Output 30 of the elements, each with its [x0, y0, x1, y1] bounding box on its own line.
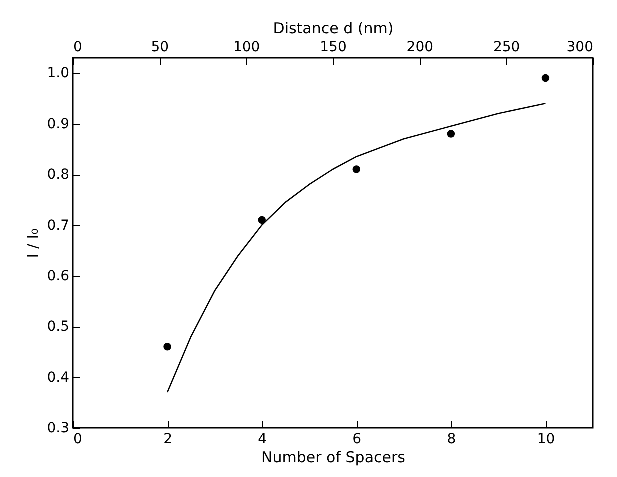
- point: [258, 216, 266, 224]
- point: [164, 343, 172, 351]
- x-tick-label: 10: [537, 432, 556, 448]
- x2-tick-label: 300: [566, 40, 594, 56]
- x2-tick-label: 200: [406, 40, 434, 56]
- y-tick-label: 0.6: [47, 268, 70, 284]
- point: [542, 74, 550, 82]
- x2-tick-label: 0: [74, 40, 82, 56]
- y-axis-title: I / I₀: [24, 228, 42, 258]
- y-tick-label: 0.5: [47, 319, 70, 336]
- y-tick-label: 0.3: [47, 420, 70, 436]
- y-tick-label: 0.8: [47, 167, 70, 184]
- point: [352, 166, 361, 174]
- x-axis-title: Number of Spacers: [262, 448, 406, 466]
- x-tick-label: 6: [352, 432, 362, 448]
- x-tick-label: 0: [74, 432, 82, 448]
- x-tick-label: 4: [258, 432, 268, 448]
- x-tick-label: 8: [447, 432, 456, 448]
- x2-axis-title: Distance d (nm): [273, 20, 394, 38]
- x2-tick-label: 250: [493, 40, 520, 56]
- line-series: [166, 102, 546, 394]
- x2-tick-label: 150: [320, 40, 347, 56]
- y-tick-label: 0.4: [47, 370, 70, 386]
- x-tick-label: 2: [164, 432, 173, 448]
- point: [447, 130, 456, 138]
- y-tick-label: 0.7: [47, 218, 70, 234]
- x2-tick-label: 100: [233, 40, 260, 56]
- y-tick-label: 0.9: [47, 116, 70, 132]
- y-tick-label: 1.0: [47, 66, 70, 82]
- x2-tick-label: 50: [151, 40, 170, 56]
